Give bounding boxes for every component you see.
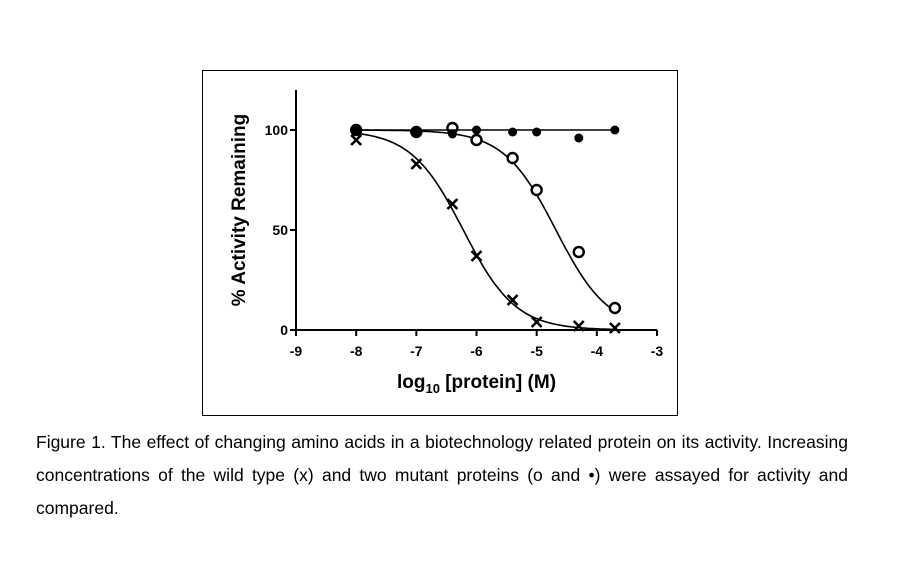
- data-point-x: [572, 320, 585, 332]
- data-point-x: [410, 158, 423, 170]
- x-tick-label: -8: [350, 343, 363, 359]
- data-point-x: [470, 250, 483, 262]
- x-tick-label: -3: [651, 343, 664, 359]
- data-point-dot: [532, 127, 542, 137]
- data-point-dot: [351, 125, 361, 135]
- data-point-x: [446, 198, 459, 210]
- x-axis-label: log10 [protein] (M): [397, 372, 556, 396]
- fit-curve-o: [356, 129, 616, 312]
- y-tick-label: 100: [265, 122, 289, 138]
- x-tick-label: -7: [410, 343, 423, 359]
- data-point-x: [350, 134, 363, 146]
- figure-caption: Figure 1. The effect of changing amino a…: [36, 432, 848, 518]
- data-point-x: [608, 322, 621, 334]
- data-point-dot: [610, 125, 620, 135]
- data-point-o: [572, 245, 585, 259]
- data-point-dot: [508, 127, 518, 137]
- data-point-o: [506, 151, 519, 165]
- x-tick-label: -5: [530, 343, 543, 359]
- data-point-x: [506, 294, 519, 306]
- data-point-o: [608, 301, 622, 315]
- data-point-o: [530, 183, 543, 197]
- data-point-dot: [411, 127, 421, 137]
- y-tick-label: 0: [280, 322, 288, 338]
- data-point-o: [470, 133, 483, 147]
- figure-frame: [202, 70, 678, 416]
- y-tick-label: 50: [272, 222, 288, 238]
- x-tick-label: -9: [290, 343, 303, 359]
- fit-curve-x: [356, 132, 615, 331]
- x-tick-label: -4: [591, 343, 604, 359]
- data-point-dot: [447, 129, 457, 139]
- data-point-dot: [574, 133, 584, 143]
- x-tick-label: -6: [470, 343, 483, 359]
- y-axis-label: % Activity Remaining: [229, 114, 250, 307]
- data-point-dot: [472, 125, 481, 135]
- data-point-x: [530, 316, 543, 328]
